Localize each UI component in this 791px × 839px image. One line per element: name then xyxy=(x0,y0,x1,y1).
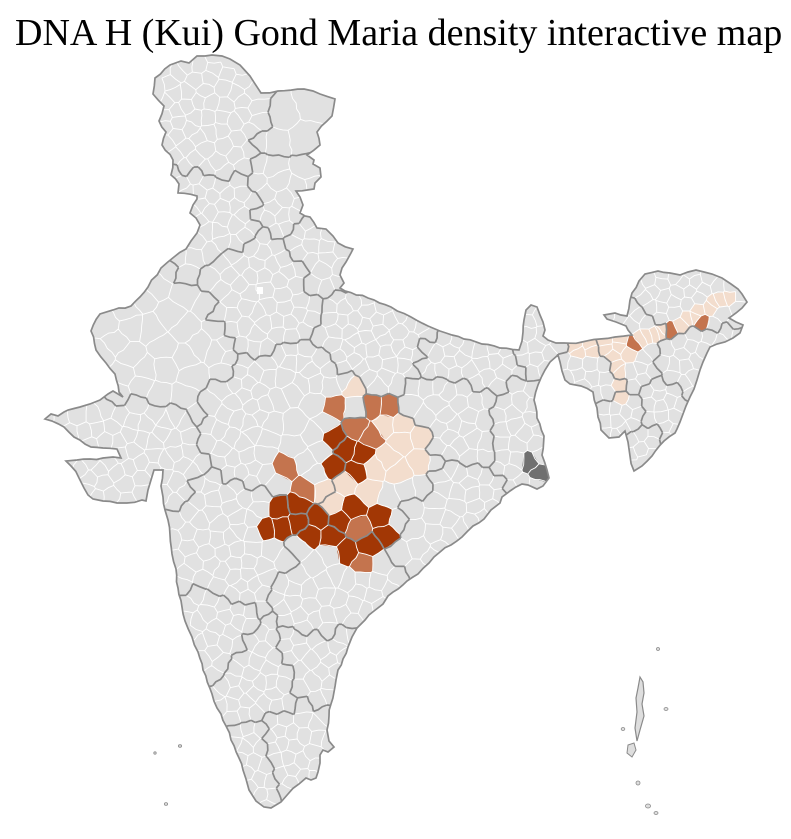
svg-text:DNA H (Kui) Gond Maria density: DNA H (Kui) Gond Maria density interacti… xyxy=(15,12,782,54)
